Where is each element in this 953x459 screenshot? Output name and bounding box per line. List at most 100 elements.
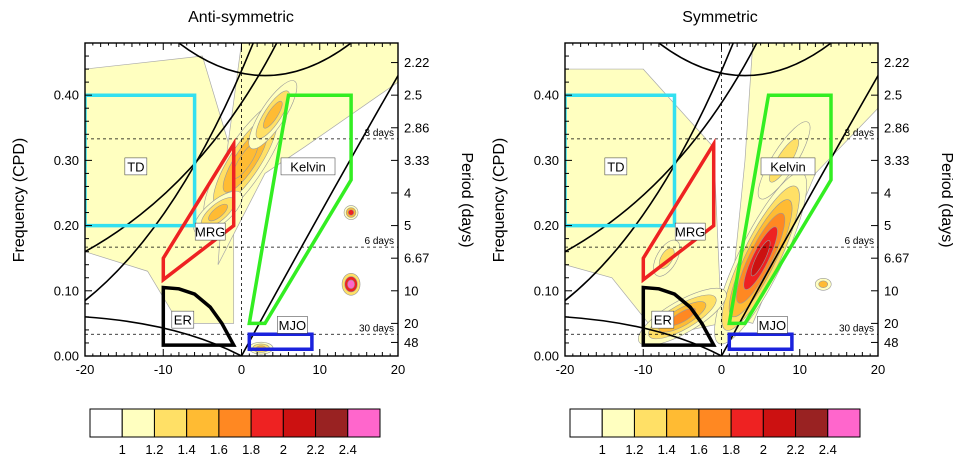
plot-area: 3 days 6 days 30 days TD MRG Kelvin ER MJO -20 -1… [534, 42, 909, 377]
dispersion-curve [565, 43, 758, 253]
filter-box [727, 93, 833, 326]
period-tick-label: 6.67 [404, 251, 429, 266]
x-tick-label: 10 [793, 362, 807, 377]
y-axis-right-label: Period (days) [458, 152, 475, 247]
period-reference-label: 3 days [365, 128, 394, 139]
period-tick-label: 5 [404, 218, 411, 233]
period-tick-label: 20 [404, 316, 418, 331]
period-tick-label: 6.67 [884, 251, 909, 266]
filter-box-label: MRG [195, 225, 225, 240]
y-axis-label: Frequency (CPD) [491, 138, 508, 262]
filter-box-label-bg [757, 316, 788, 334]
colorbar-label: 2 [760, 442, 767, 457]
colorbar: 1 1.2 1.4 1.6 1.8 2 2.2 2.4 [89, 408, 381, 457]
filter-box-label-bg [760, 157, 816, 176]
colorbar-label: 1.2 [145, 442, 163, 457]
filter-box-label-bg [674, 222, 706, 241]
contour-peak [347, 209, 355, 216]
contour-peak [263, 100, 283, 129]
colorbar-label: 1.6 [210, 442, 228, 457]
filter-box-label-bg [277, 316, 308, 334]
period-tick-label: 20 [884, 316, 898, 331]
panel-symmetric: Symmetric 3 days 6 days 30 days TD MRG Kelvin… [491, 9, 953, 377]
filter-box-label: Kelvin [290, 159, 325, 174]
plot-content: 3 days 6 days 30 days TD MRG Kelvin ER MJO [85, 43, 398, 356]
period-tick-label: 10 [884, 283, 898, 298]
filter-box-label: MJO [759, 318, 786, 333]
contour-region [85, 55, 235, 324]
x-tick-label: 10 [313, 362, 327, 377]
filter-box-label-bg [651, 310, 675, 329]
period-tick-label: 2.5 [404, 88, 422, 103]
colorbar-swatch [730, 408, 764, 438]
period-reference-label: 6 days [365, 236, 394, 247]
colorbar-label: 1.4 [658, 442, 676, 457]
colorbar-swatch [347, 408, 381, 438]
contour-peak [818, 280, 829, 288]
colorbar-label: 1.6 [690, 442, 708, 457]
colorbar-swatch [762, 408, 797, 438]
x-tick-label: -20 [556, 362, 575, 377]
colorbar-swatch [282, 408, 317, 438]
filter-box [247, 332, 314, 351]
period-tick-label: 3.33 [884, 153, 909, 168]
dispersion-curve [85, 316, 242, 356]
colorbar-swatch [601, 408, 635, 438]
dispersion-curve [720, 75, 878, 356]
contour-peak [347, 279, 355, 289]
panel-title: Symmetric [682, 9, 758, 26]
panel-title: Anti-symmetric [188, 9, 294, 26]
colorbar-swatch [569, 408, 603, 438]
colorbar-label: 2.2 [307, 442, 325, 457]
contour-peak [208, 203, 228, 222]
colorbar-swatch [89, 408, 123, 438]
colorbar-swatch [698, 408, 732, 438]
filter-box-label: MJO [279, 318, 306, 333]
colorbar-swatch [153, 408, 188, 438]
filter-box [161, 285, 237, 347]
plot-area: 3 days 6 days 30 days TD MRG Kelvin ER MJO -20 -1… [54, 42, 429, 377]
y-tick-label: 0.00 [534, 349, 559, 364]
dispersion-curve [658, 43, 832, 77]
dispersion-curve [240, 75, 398, 356]
period-tick-label: 2.86 [404, 120, 429, 135]
period-tick-label: 2.86 [884, 120, 909, 135]
filter-box-label-bg [124, 157, 148, 176]
filter-box-label: Kelvin [770, 159, 805, 174]
dispersion-curve [85, 43, 278, 253]
colorbar-label: 1 [119, 442, 126, 457]
colorbar-swatch [218, 408, 252, 438]
colorbar-swatch [666, 408, 700, 438]
period-reference-label: 6 days [845, 236, 874, 247]
period-reference-label: 3 days [845, 128, 874, 139]
period-tick-label: 2.22 [884, 55, 909, 70]
period-reference-label: 30 days [839, 323, 874, 334]
colorbar-label: 2 [280, 442, 287, 457]
x-tick-label: -20 [76, 362, 95, 377]
filter-box [161, 137, 236, 284]
plot-content: 3 days 6 days 30 days TD MRG Kelvin ER MJO [565, 43, 878, 356]
x-tick-label: -10 [634, 362, 653, 377]
filter-box [85, 93, 197, 228]
y-tick-label: 0.30 [54, 153, 79, 168]
y-tick-label: 0.20 [54, 218, 79, 233]
y-tick-label: 0.30 [534, 153, 559, 168]
y-axis-right-label: Period (days) [938, 152, 953, 247]
panel-anti-symmetric: Anti-symmetric 3 days 6 days 30 days TD MRG K… [11, 9, 475, 377]
y-tick-label: 0.10 [54, 283, 79, 298]
filter-box [727, 332, 794, 351]
filter-box [247, 93, 353, 326]
colorbar-label: 2.4 [339, 442, 357, 457]
x-tick-label: 20 [391, 362, 405, 377]
dispersion-curve [565, 316, 722, 356]
period-reference-label: 30 days [359, 323, 394, 334]
period-tick-label: 48 [884, 335, 898, 350]
dispersion-curve [565, 43, 734, 302]
colorbar-label: 2.2 [787, 442, 805, 457]
period-tick-label: 5 [884, 218, 891, 233]
period-tick-label: 10 [404, 283, 418, 298]
filter-box-label: ER [654, 313, 672, 328]
x-tick-label: 20 [871, 362, 885, 377]
filter-box-label: TD [607, 159, 624, 174]
colorbar-swatch [186, 408, 220, 438]
